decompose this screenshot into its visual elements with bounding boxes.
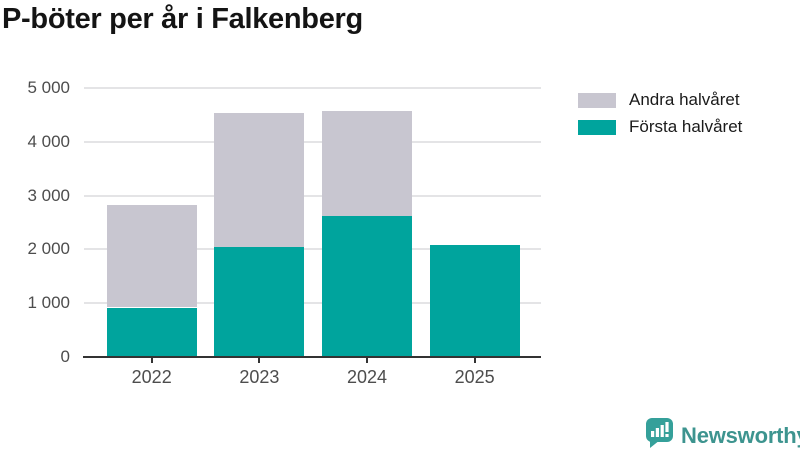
gridline	[84, 140, 541, 143]
gridline	[84, 302, 541, 305]
bar-segment-2025-forsta	[429, 244, 520, 357]
x-axis-tick-label: 2022	[131, 367, 172, 387]
x-axis-line	[83, 356, 541, 358]
x-axis-tick	[150, 358, 153, 363]
legend-swatch-andra	[578, 92, 616, 108]
gridline	[84, 248, 541, 251]
bar-segment-2024-andra	[322, 110, 412, 217]
legend-item-forsta-halvaret: Första halvåret	[578, 117, 743, 136]
bar-segment-2022-andra	[106, 204, 197, 308]
newsworthy-speech-bubble-bar-chart-icon	[645, 417, 674, 450]
legend-swatch-forsta	[578, 119, 616, 135]
y-axis-tick-label: 0	[60, 347, 70, 366]
bar-segment-2024-forsta	[322, 216, 412, 357]
x-axis-tick-label: 2024	[346, 367, 388, 387]
bar-segment-2022-forsta	[106, 307, 197, 357]
newsworthy-wordmark: Newsworthy	[681, 422, 800, 448]
legend-label-andra: Andra halvåret	[629, 90, 740, 109]
bar-segment-2023-andra	[214, 113, 305, 247]
x-axis-tick-label: 2023	[239, 367, 280, 387]
x-axis-tick	[366, 358, 368, 363]
bar-segment-2023-forsta	[214, 246, 305, 357]
y-axis-tick-label: 1 000	[27, 293, 70, 313]
legend-item-andra-halvaret: Andra halvåret	[578, 90, 742, 109]
gridline	[84, 87, 541, 89]
y-axis-tick-label: 2 000	[27, 239, 70, 259]
x-axis-tick	[473, 358, 476, 363]
x-axis-tick	[258, 358, 261, 363]
legend-label-forsta: Första halvåret	[629, 117, 743, 136]
y-axis-tick-label: 3 000	[27, 185, 70, 205]
y-axis-tick-label: 5 000	[27, 78, 70, 97]
newsworthy-logo[interactable]: Newsworthy	[645, 417, 800, 450]
x-axis-tick-label: 2025	[454, 367, 495, 387]
chart-title: P-böter per år i Falkenberg	[2, 3, 363, 35]
gridline	[84, 194, 541, 197]
y-axis-tick-label: 4 000	[27, 131, 70, 151]
legend: Andra halvåret Första halvåret	[578, 90, 743, 146]
